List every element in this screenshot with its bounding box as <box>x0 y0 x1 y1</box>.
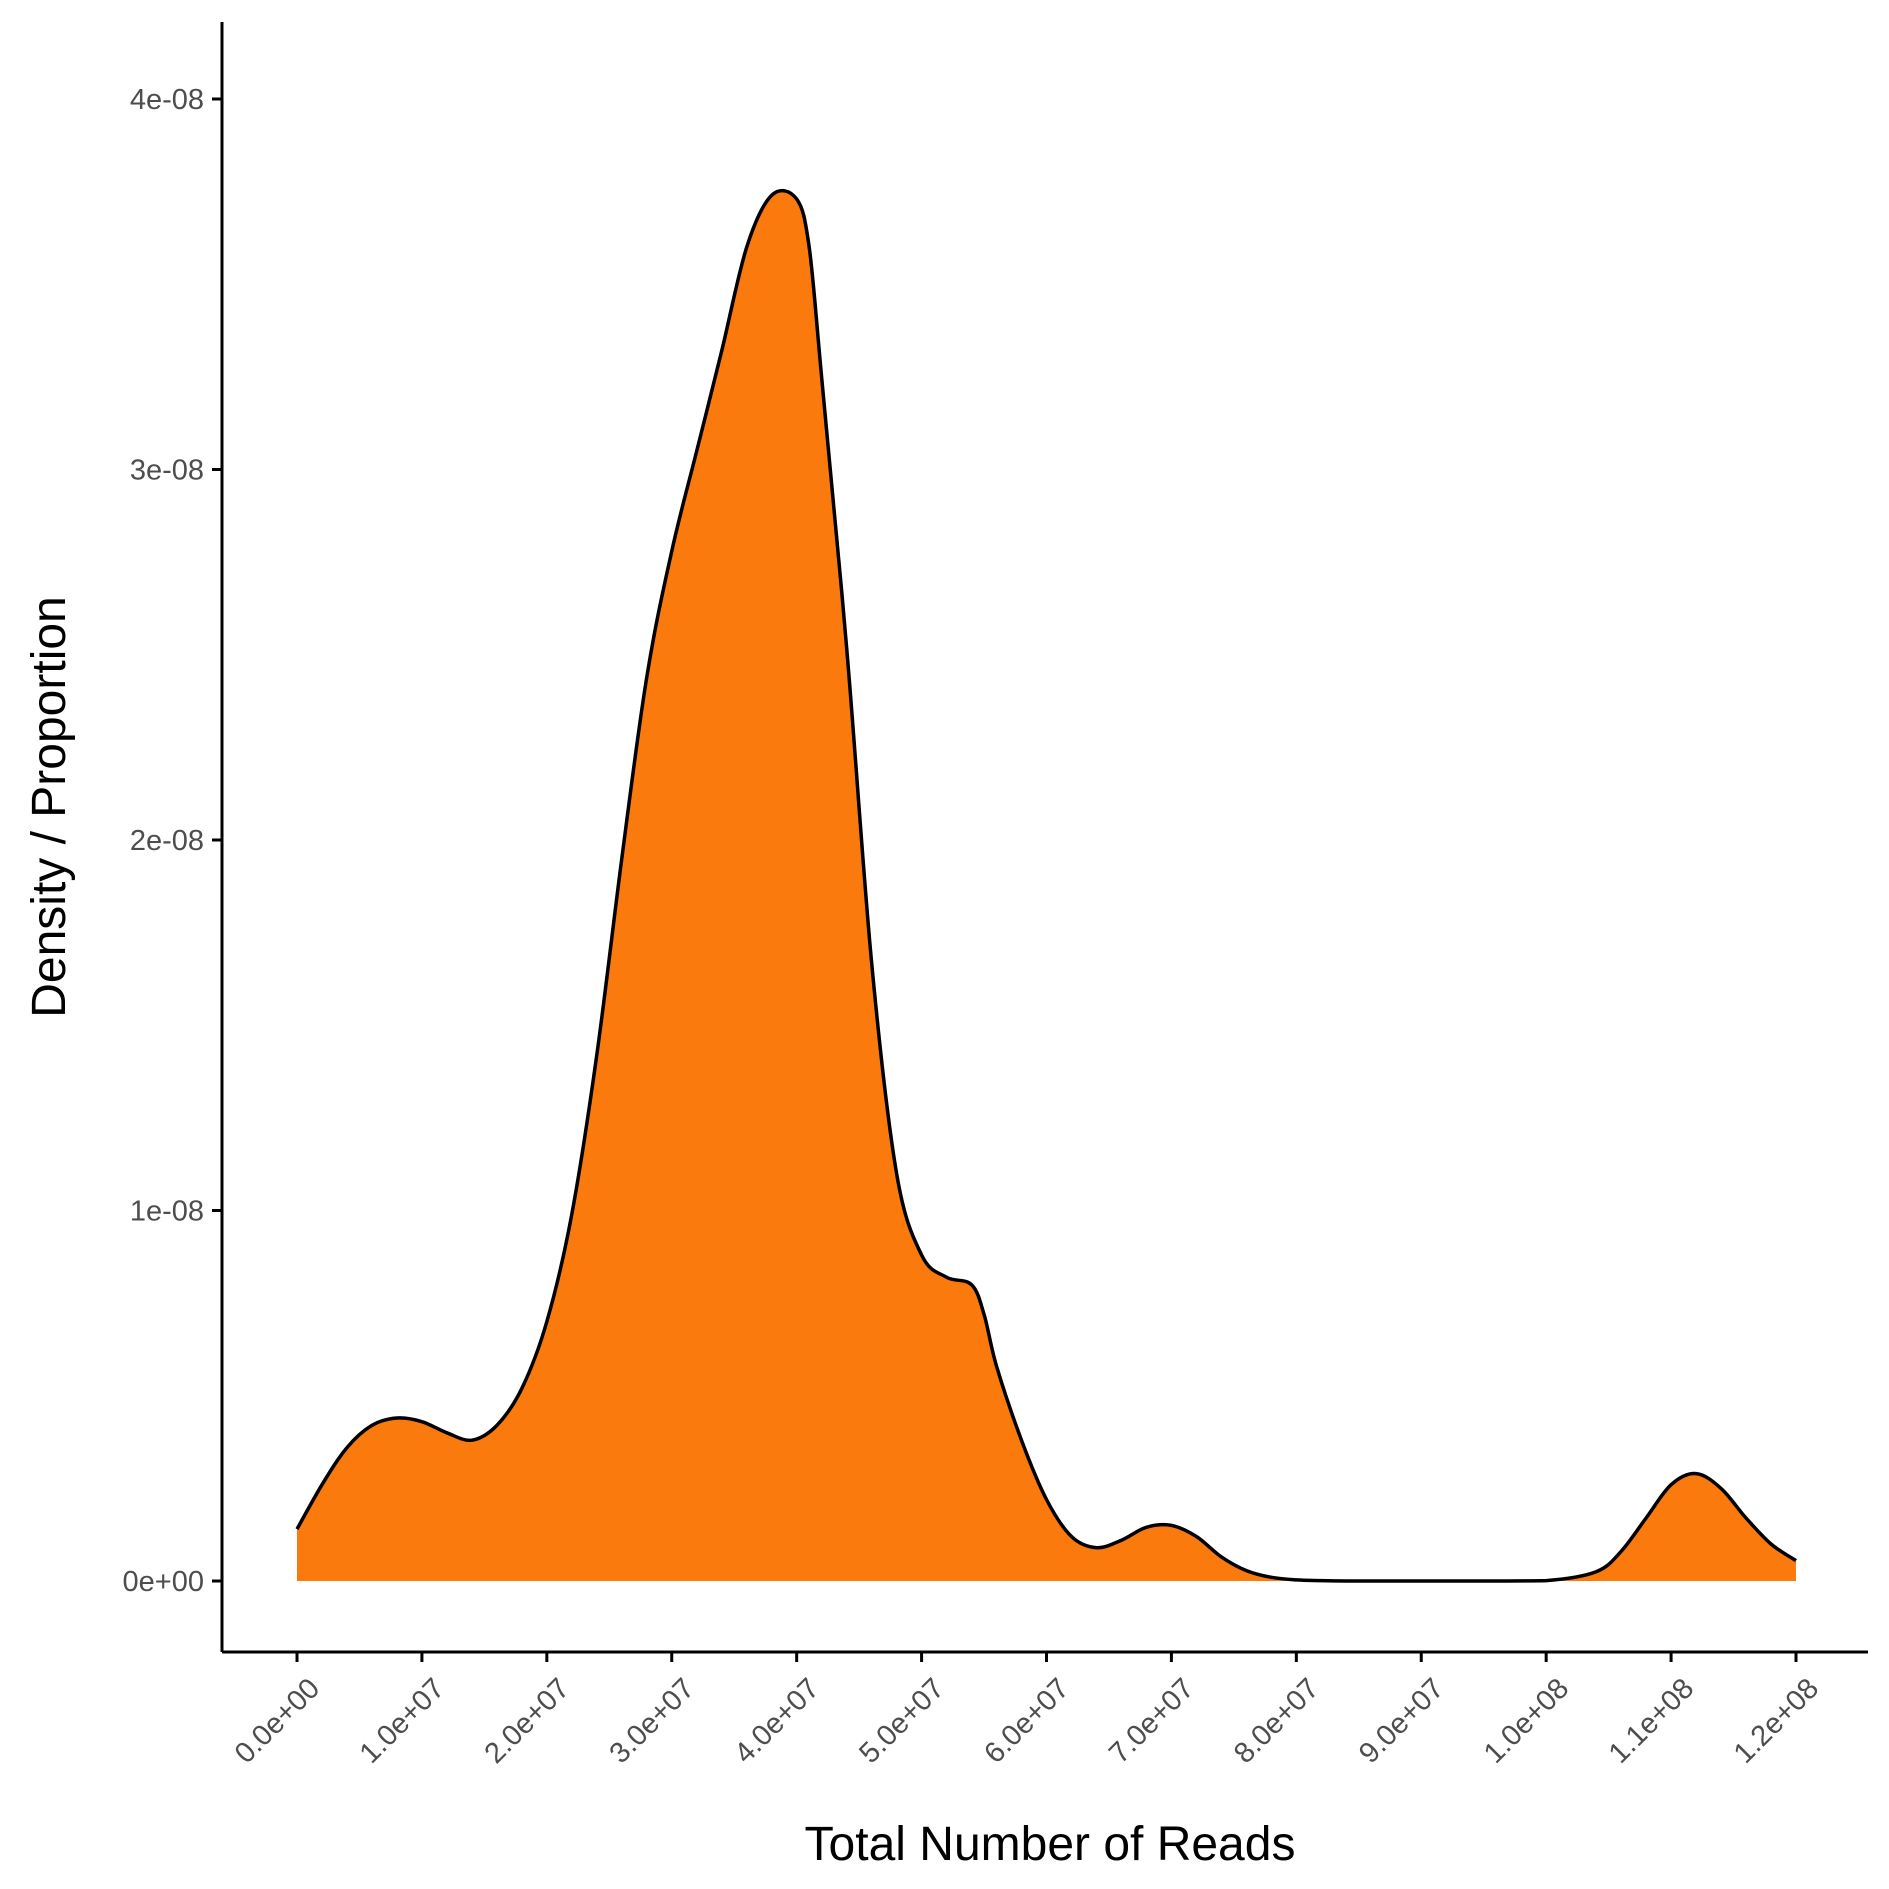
x-tick-label: 2.0e+07 <box>479 1672 576 1769</box>
x-tick-label: 3.0e+07 <box>604 1672 701 1769</box>
x-tick-label: 1.0e+07 <box>354 1672 451 1769</box>
x-tick-label: 8.0e+07 <box>1228 1672 1325 1769</box>
x-tick-label: 1.2e+08 <box>1728 1672 1825 1769</box>
density-area <box>297 190 1796 1582</box>
x-axis-title: Total Number of Reads <box>805 1818 1296 1871</box>
x-tick-label: 0.0e+00 <box>229 1672 326 1769</box>
x-tick-label: 6.0e+07 <box>978 1672 1075 1769</box>
y-axis-title: Density / Proportion <box>23 596 76 1018</box>
density-line <box>295 188 1797 1583</box>
y-tick-label: 2e-08 <box>130 825 204 857</box>
y-tick-label: 1e-08 <box>130 1196 204 1228</box>
plot-area <box>295 188 1797 1583</box>
x-tick-label: 4.0e+07 <box>728 1672 825 1769</box>
x-tick-label: 9.0e+07 <box>1353 1672 1450 1769</box>
y-axis-ticks: 0e+00 1e-08 2e-08 3e-08 4e-08 <box>123 84 222 1598</box>
x-tick-label: 1.1e+08 <box>1603 1672 1700 1769</box>
y-tick-label: 3e-08 <box>130 455 204 487</box>
y-tick-label: 4e-08 <box>130 84 204 116</box>
x-tick-label: 5.0e+07 <box>853 1672 950 1769</box>
x-tick-label: 1.0e+08 <box>1478 1672 1575 1769</box>
x-axis-ticks: 0.0e+00 1.0e+07 2.0e+07 3.0e+07 4.0e+07 5.0e+… <box>229 1652 1825 1770</box>
y-tick-label: 0e+00 <box>123 1566 204 1598</box>
x-tick-label: 7.0e+07 <box>1103 1672 1200 1769</box>
